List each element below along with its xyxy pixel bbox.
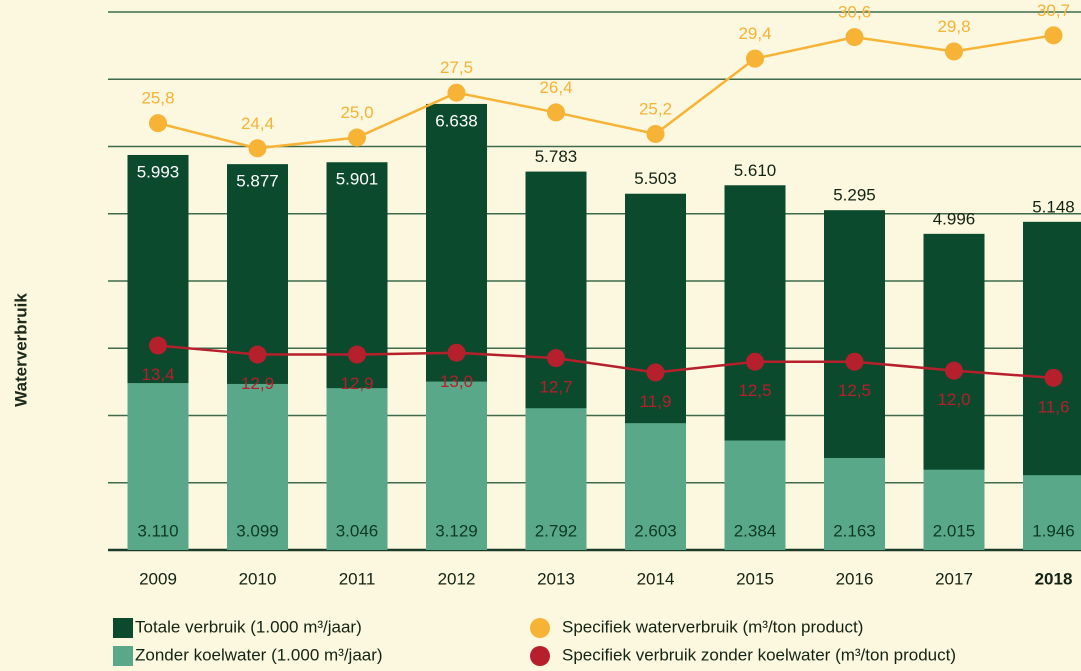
data-label: 12,9 [241,374,274,393]
legend-swatch [530,646,550,666]
x-tick-label: 2015 [736,569,774,588]
data-label: 2.163 [833,521,876,540]
line-point [447,83,466,102]
bar [1023,475,1081,550]
data-label: 24,4 [241,114,274,133]
line-point [945,361,963,380]
line-point [845,28,864,47]
line [157,344,1054,380]
line-point [149,336,167,355]
data-label: 13,0 [440,372,473,391]
line-point [646,363,665,382]
line-point [547,103,565,122]
line-point [248,139,267,158]
data-label: 12,5 [838,381,871,400]
line-point [248,345,267,364]
data-label: 5.783 [535,147,578,166]
x-tick-label: 2011 [339,569,376,588]
legend-swatch [113,618,133,638]
bar [525,408,587,550]
data-label: 3.046 [336,521,379,540]
bar [923,469,985,550]
bar [326,388,388,550]
data-label: 29,8 [937,17,970,36]
data-label: 11,9 [640,392,672,411]
legend-label: Totale verbruik (1.000 m³/jaar) [135,617,362,636]
line-point [348,128,366,147]
data-label: 2.015 [933,521,976,540]
x-tick-label: 2010 [239,569,277,588]
data-label: 29,4 [738,24,771,43]
x-tick-label: 2014 [637,569,675,588]
bar [625,423,686,550]
y-axis-label: Waterverbruik [11,293,30,407]
x-tick-label: 2018 [1035,569,1073,588]
data-label: 12,0 [937,390,970,409]
data-label: 12,5 [738,381,771,400]
line-point [746,352,764,371]
data-label: 3.099 [236,521,279,540]
line-point [547,349,565,368]
data-label: 5.503 [634,169,677,188]
data-label: 3.129 [435,521,478,540]
x-tick-label: 2012 [438,569,476,588]
data-label: 4.996 [933,209,976,228]
data-label: 25,8 [141,89,174,108]
data-label: 25,2 [639,99,672,118]
x-tick-label: 2016 [836,569,874,588]
legend-label: Specifiek verbruik zonder koelwater (m³/… [562,645,956,664]
data-label: 2.603 [634,521,677,540]
bar [127,383,189,550]
data-label: 2.792 [535,521,578,540]
bar [724,440,786,550]
legend-label: Specifiek waterverbruik (m³/ton product) [562,617,863,636]
data-label: 1.946 [1032,521,1075,540]
line-point [646,124,665,143]
data-label: 11,6 [1038,397,1070,416]
line-point [1044,368,1063,387]
legend-label: Zonder koelwater (1.000 m³/jaar) [135,645,383,664]
data-label: 6.638 [435,111,478,130]
data-label: 13,4 [141,365,174,384]
bar [227,383,288,550]
line-point [447,343,466,362]
data-label: 12,7 [539,378,572,397]
data-label: 5.610 [734,161,777,180]
line-point [149,114,167,133]
data-label: 25,0 [340,103,373,122]
line-point [845,352,864,371]
data-label: 5.901 [336,170,379,189]
legend-swatch [530,618,550,638]
line-point [746,49,764,68]
line-point [1044,26,1063,45]
data-label: 5.877 [236,172,279,191]
data-label: 5.993 [137,162,180,181]
x-tick-label: 2009 [139,569,177,588]
bar [824,457,885,550]
line-point [348,345,366,364]
x-tick-label: 2013 [537,569,575,588]
line-point [945,42,963,61]
legend-swatch [113,646,133,666]
data-label: 30,6 [838,3,871,22]
line [157,34,1054,150]
data-label: 2.384 [734,521,777,540]
data-label: 5.148 [1032,197,1075,216]
x-tick-label: 2017 [935,569,973,588]
data-label: 12,9 [340,374,373,393]
data-label: 27,5 [440,58,473,77]
data-label: 3.110 [137,521,178,540]
data-label: 5.295 [833,186,876,205]
data-label: 30,7 [1037,1,1070,20]
bar [426,381,487,550]
data-label: 26,4 [539,78,572,97]
